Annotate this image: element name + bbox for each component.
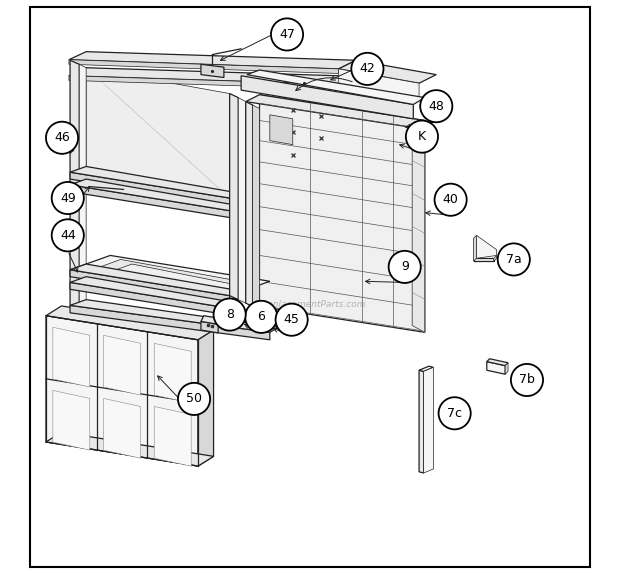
Circle shape [435,184,467,216]
Polygon shape [487,362,505,374]
Polygon shape [69,52,356,69]
Polygon shape [69,76,339,89]
Polygon shape [70,166,241,198]
Polygon shape [69,68,356,84]
Polygon shape [201,316,221,324]
Polygon shape [201,64,224,77]
Text: 7a: 7a [506,253,521,266]
Polygon shape [505,363,508,374]
Polygon shape [46,432,213,466]
Circle shape [46,122,78,154]
Polygon shape [70,264,241,296]
Circle shape [511,364,543,396]
Polygon shape [70,255,270,296]
Circle shape [420,90,453,122]
Polygon shape [70,282,229,315]
Polygon shape [247,70,425,104]
Text: 46: 46 [54,131,70,144]
Polygon shape [198,330,213,466]
Polygon shape [229,94,238,300]
Text: 9: 9 [401,261,409,273]
Polygon shape [474,235,476,261]
Text: K: K [418,130,426,143]
Polygon shape [339,69,419,99]
Polygon shape [494,255,497,261]
Polygon shape [487,359,508,366]
Polygon shape [238,98,246,303]
Polygon shape [46,306,213,340]
Text: 7c: 7c [447,407,462,420]
Polygon shape [70,277,241,308]
Polygon shape [423,367,433,473]
Circle shape [406,121,438,153]
Text: 49: 49 [60,192,76,204]
Polygon shape [70,270,229,302]
Circle shape [438,397,471,429]
Polygon shape [201,321,218,333]
Polygon shape [476,235,497,258]
Polygon shape [70,300,278,332]
Polygon shape [260,95,425,332]
Text: 40: 40 [443,193,459,206]
Circle shape [51,219,84,251]
Text: 42: 42 [360,63,375,75]
Polygon shape [474,258,494,261]
Polygon shape [339,60,436,83]
Polygon shape [70,179,241,211]
Polygon shape [270,115,293,145]
Text: 7b: 7b [519,374,535,386]
Polygon shape [79,64,86,313]
FancyBboxPatch shape [30,7,590,567]
Polygon shape [70,185,229,218]
Polygon shape [70,305,270,340]
Polygon shape [241,76,414,119]
Circle shape [245,301,277,333]
Polygon shape [246,95,425,127]
Text: ©ReplacementParts.com: ©ReplacementParts.com [253,300,367,309]
Text: 47: 47 [279,28,295,41]
Polygon shape [154,343,191,403]
Text: 50: 50 [186,393,202,405]
Polygon shape [69,60,339,73]
Circle shape [271,18,303,51]
Circle shape [178,383,210,415]
Polygon shape [419,366,433,371]
Circle shape [275,304,308,336]
Circle shape [51,182,84,214]
Polygon shape [86,259,252,296]
Polygon shape [104,398,141,458]
Polygon shape [154,406,191,466]
Polygon shape [412,121,425,332]
Polygon shape [104,335,141,395]
Polygon shape [246,102,252,307]
Polygon shape [474,238,476,261]
Text: 44: 44 [60,229,76,242]
Text: 8: 8 [226,308,234,321]
Polygon shape [53,327,90,387]
Polygon shape [70,60,79,309]
Text: 48: 48 [428,100,444,113]
Text: 6: 6 [257,311,265,323]
Circle shape [498,243,530,276]
Circle shape [213,298,246,331]
Polygon shape [46,316,198,466]
Circle shape [389,251,421,283]
Polygon shape [419,370,423,473]
Polygon shape [104,264,241,296]
Polygon shape [252,105,260,310]
Polygon shape [86,68,229,198]
Text: 45: 45 [284,313,299,326]
Circle shape [352,53,384,85]
Polygon shape [53,390,90,450]
Polygon shape [70,172,229,205]
